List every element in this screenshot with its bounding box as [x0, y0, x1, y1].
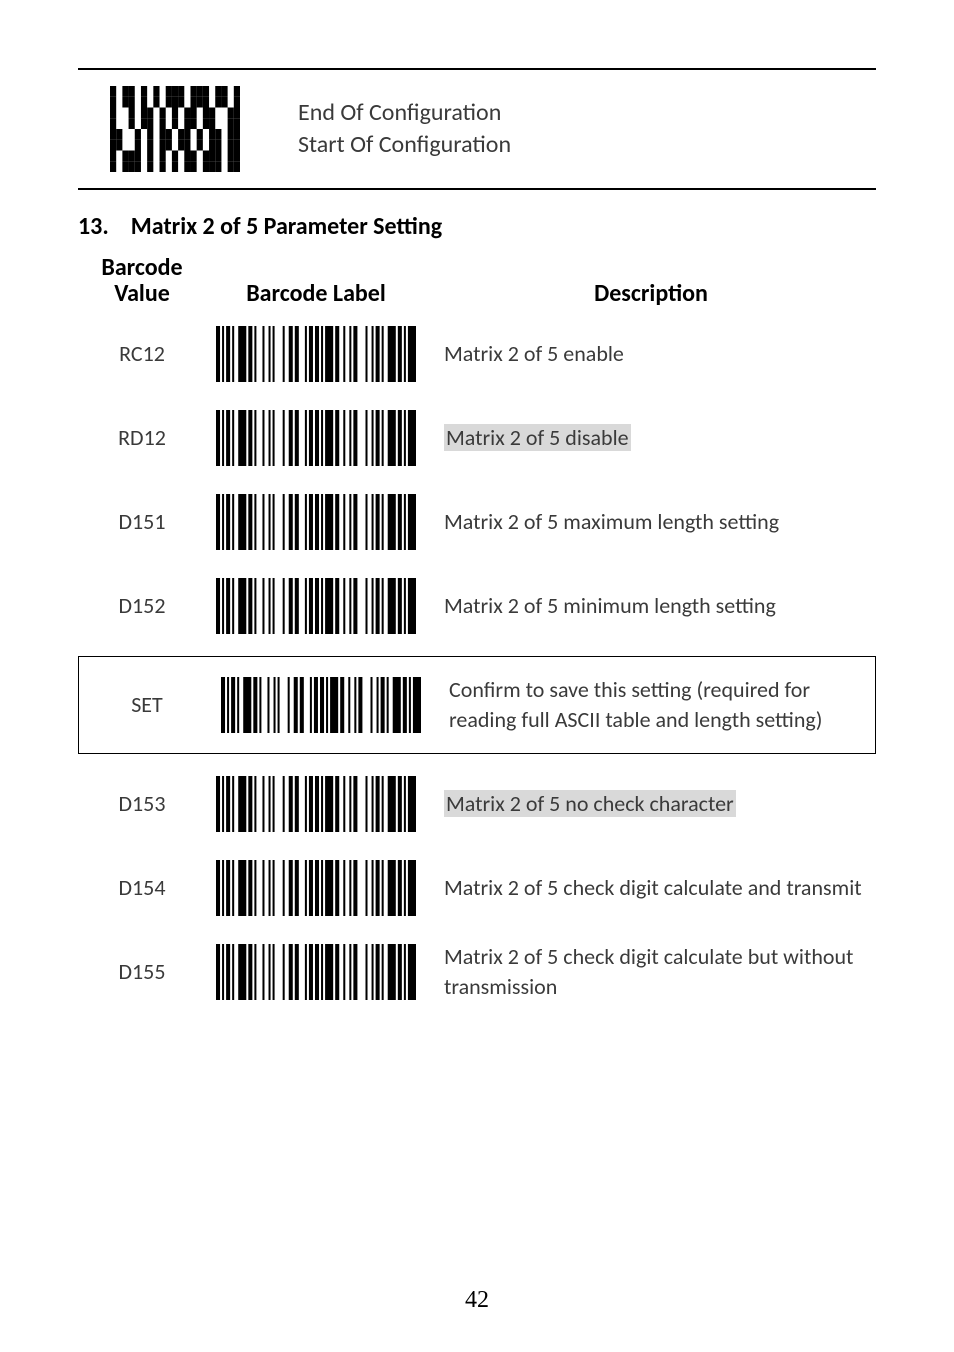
barcode-2d-icon — [110, 86, 240, 172]
barcode-icon — [216, 494, 416, 550]
header-text-block: End Of Configuration Start Of Configurat… — [298, 97, 511, 162]
col-header-value-text: BarcodeValue — [101, 253, 182, 308]
row-value: SET — [83, 691, 211, 718]
row-barcode — [206, 578, 426, 634]
row-desc: Matrix 2 of 5 maximum length setting — [426, 507, 876, 537]
page-header: End Of Configuration Start Of Configurat… — [78, 84, 876, 174]
row-desc-text: Matrix 2 of 5 no check character — [444, 790, 736, 817]
barcode-icon — [216, 944, 416, 1000]
section-number: 13. — [78, 212, 109, 241]
row-value: D153 — [78, 790, 206, 817]
row-barcode — [206, 944, 426, 1000]
row-barcode — [206, 326, 426, 382]
page-number: 42 — [0, 1287, 954, 1314]
row-barcode — [206, 776, 426, 832]
row-value: D152 — [78, 592, 206, 619]
table-row: D153 Matrix 2 of 5 no check character — [78, 762, 876, 846]
barcode-icon — [216, 776, 416, 832]
row-desc: Confirm to save this setting (required f… — [431, 675, 871, 734]
barcode-icon — [216, 578, 416, 634]
top-rule — [78, 68, 876, 70]
row-desc: Matrix 2 of 5 check digit calculate and … — [426, 873, 876, 903]
row-desc: Matrix 2 of 5 minimum length setting — [426, 591, 876, 621]
header-line-2: Start Of Configuration — [298, 129, 511, 161]
section-heading: 13. Matrix 2 of 5 Parameter Setting — [78, 212, 876, 241]
col-header-label: Barcode Label — [206, 279, 426, 308]
row-desc: Matrix 2 of 5 no check character — [426, 789, 876, 819]
col-header-value: BarcodeValue — [78, 255, 206, 308]
col-header-desc: Description — [426, 279, 876, 308]
page: End Of Configuration Start Of Configurat… — [0, 0, 954, 1352]
table-row: D155 Matrix 2 of 5 check digit calculate … — [78, 930, 876, 1014]
row-desc-text: Matrix 2 of 5 disable — [444, 424, 631, 451]
row-desc: Matrix 2 of 5 check digit calculate but … — [426, 942, 876, 1001]
barcode-icon — [221, 677, 421, 733]
row-desc-text: Matrix 2 of 5 minimum length setting — [444, 592, 776, 619]
row-value: D151 — [78, 508, 206, 535]
row-barcode — [211, 677, 431, 733]
table-row: SET Confirm to save this setting (requir… — [83, 663, 871, 747]
barcode-icon — [216, 326, 416, 382]
table-header-row: BarcodeValue Barcode Label Description — [78, 255, 876, 308]
set-row-box: SET Confirm to save this setting (requir… — [78, 656, 876, 754]
table-row: D152 Matrix 2 of 5 minimum length setting — [78, 564, 876, 648]
table-row: RC12 Matrix 2 of 5 enable — [78, 312, 876, 396]
row-desc: Matrix 2 of 5 enable — [426, 339, 876, 369]
row-barcode — [206, 860, 426, 916]
row-value: D155 — [78, 958, 206, 985]
row-desc-text: Matrix 2 of 5 maximum length setting — [444, 508, 779, 535]
row-value: RC12 — [78, 340, 206, 367]
row-barcode — [206, 410, 426, 466]
row-desc: Matrix 2 of 5 disable — [426, 423, 876, 453]
barcode-icon — [216, 860, 416, 916]
header-line-1: End Of Configuration — [298, 97, 511, 129]
parameter-table: BarcodeValue Barcode Label Description R… — [78, 255, 876, 1014]
row-desc-text: Matrix 2 of 5 enable — [444, 340, 624, 367]
barcode-icon — [216, 410, 416, 466]
table-row: D151 Matrix 2 of 5 maximum length setting — [78, 480, 876, 564]
row-value: D154 — [78, 874, 206, 901]
table-row: D154 Matrix 2 of 5 check digit calculate … — [78, 846, 876, 930]
header-rule — [78, 188, 876, 190]
row-value: RD12 — [78, 424, 206, 451]
row-barcode — [206, 494, 426, 550]
section-title-text: Matrix 2 of 5 Parameter Setting — [131, 212, 442, 241]
table-row: RD12 Matrix 2 of 5 disable — [78, 396, 876, 480]
row-desc-text: Matrix 2 of 5 check digit calculate but … — [444, 943, 853, 1000]
row-desc-text: Matrix 2 of 5 check digit calculate and … — [444, 874, 862, 901]
